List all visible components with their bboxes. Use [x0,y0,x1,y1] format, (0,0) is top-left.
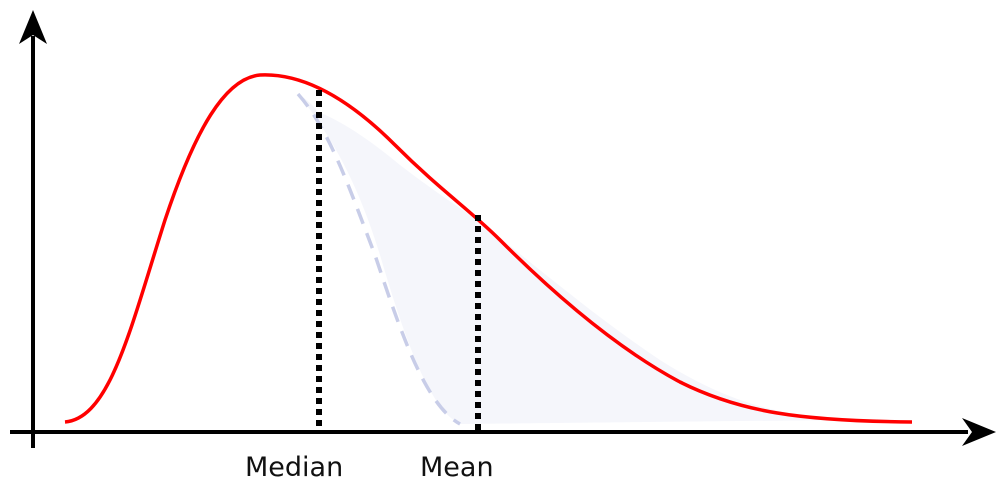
distribution-curve [64,73,913,424]
median-label: Median [245,452,343,481]
x-axis-arrow-icon [962,418,996,446]
y-axis-arrow-icon [19,10,47,44]
mean-label: Mean [420,452,494,481]
shaded-region [298,94,840,424]
